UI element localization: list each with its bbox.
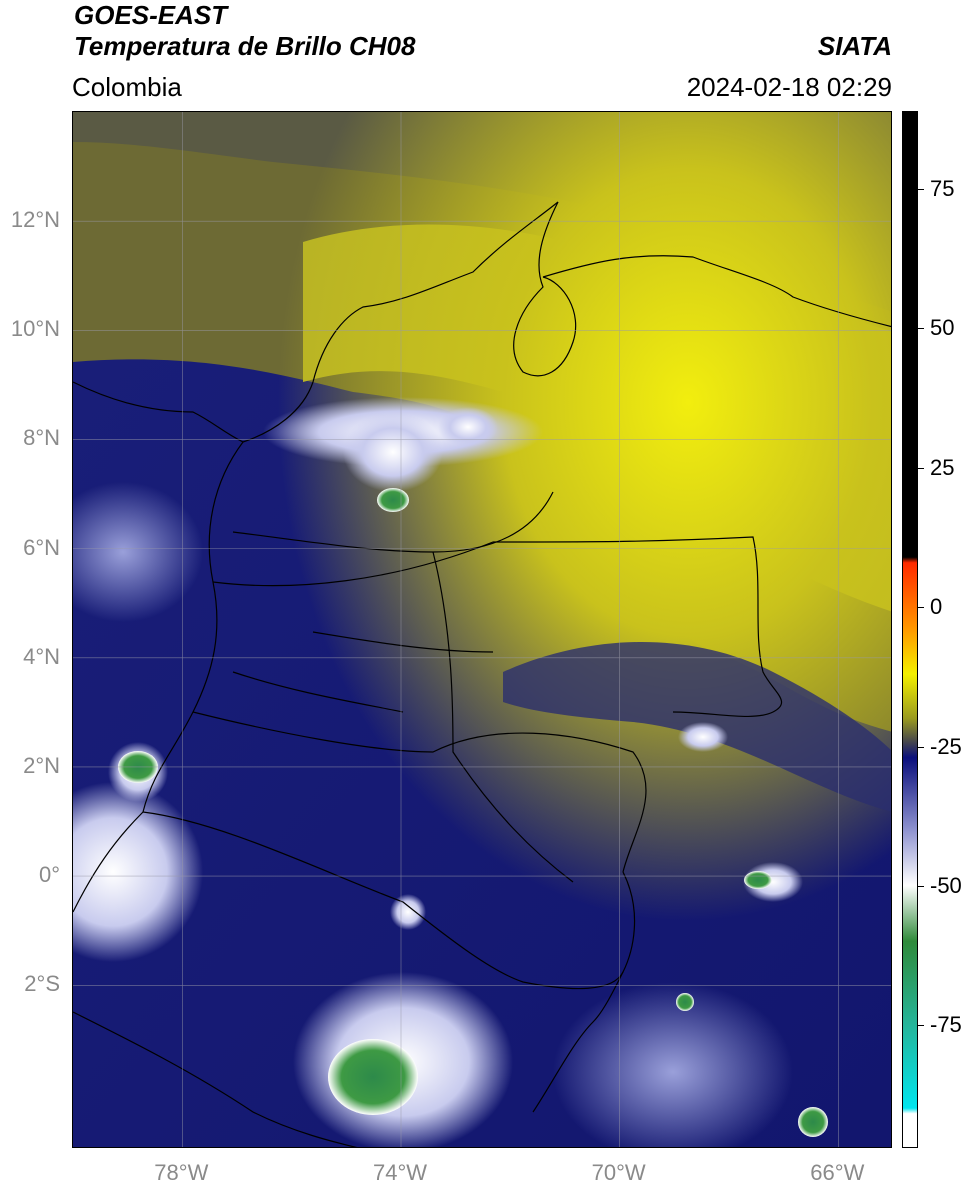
lat-tick-label: 8°N	[23, 425, 60, 451]
colorbar-tick	[918, 607, 924, 609]
lon-tick-label: 66°W	[810, 1160, 865, 1185]
colorbar-tick	[918, 1025, 924, 1027]
lon-tick-label: 78°W	[154, 1160, 209, 1185]
lat-tick-label: 0°	[38, 862, 60, 888]
region-label: Colombia	[72, 72, 182, 102]
colorbar-tick-label: -25	[930, 733, 962, 759]
colorbar-tick-label: -75	[930, 1012, 962, 1038]
colorbar-tick-label: 75	[930, 176, 955, 202]
graticule	[73, 112, 891, 1147]
colorbar-tick	[918, 746, 924, 748]
colorbar-tick-label: 50	[930, 315, 955, 341]
colorbar-tick-label: 0	[930, 594, 943, 620]
colorbar-tick-label: 25	[930, 454, 955, 480]
colorbar-tick	[918, 885, 924, 887]
coastline-borders	[73, 201, 891, 1147]
lon-tick-label: 70°W	[591, 1160, 646, 1185]
colorbar-tick	[918, 467, 924, 469]
lat-tick-label: 2°N	[23, 752, 60, 778]
satellite-title: GOES-EAST	[74, 0, 228, 30]
lat-tick-label: 2°S	[24, 971, 60, 997]
lon-tick-label: 74°W	[372, 1160, 428, 1185]
datetime-label: 2024-02-18 02:29	[686, 72, 892, 102]
product-title: Temperatura de Brillo CH08	[74, 31, 416, 61]
lat-tick-label: 12°N	[10, 207, 60, 233]
colorbar-tick	[918, 189, 924, 191]
lat-tick-label: 10°N	[10, 316, 60, 342]
colorbar-tick-label: -50	[930, 872, 962, 898]
satellite-map[interactable]	[72, 111, 892, 1148]
map-image	[73, 112, 891, 1147]
colorbar-tick	[918, 328, 924, 330]
lat-tick-label: 4°N	[23, 643, 60, 669]
agency-label: SIATA	[817, 31, 892, 61]
lat-tick-label: 6°N	[23, 534, 60, 560]
colorbar	[902, 111, 918, 1148]
